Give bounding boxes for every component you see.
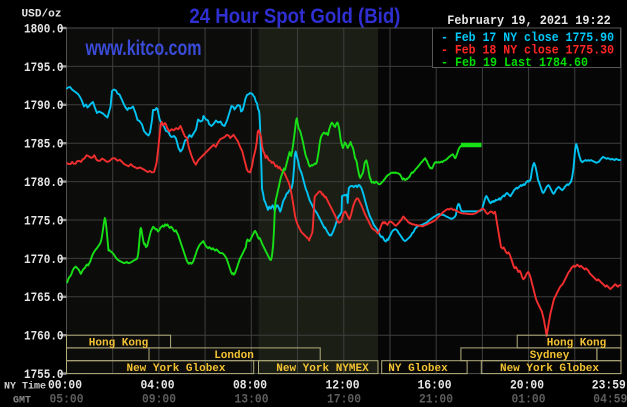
svg-text:1755.0: 1755.0 (24, 368, 64, 382)
svg-text:05:00: 05:00 (50, 392, 84, 406)
svg-text:20:00: 20:00 (510, 378, 544, 392)
svg-text:- Feb 19 Last 1784.60: - Feb 19 Last 1784.60 (441, 55, 588, 70)
svg-text:16:00: 16:00 (418, 378, 452, 392)
svg-text:12:00: 12:00 (326, 378, 360, 392)
svg-text:- Feb 18 NY close 1775.30: - Feb 18 NY close 1775.30 (441, 42, 614, 57)
svg-text:1760.0: 1760.0 (24, 330, 64, 344)
svg-text:17:00: 17:00 (327, 392, 361, 406)
svg-text:08:00: 08:00 (233, 378, 267, 392)
svg-text:London: London (214, 350, 254, 362)
svg-text:1800.0: 1800.0 (24, 22, 64, 36)
svg-text:21:00: 21:00 (419, 392, 453, 406)
svg-text:13:00: 13:00 (235, 392, 269, 406)
svg-text:USD/oz: USD/oz (22, 9, 62, 21)
svg-text:00:00: 00:00 (48, 378, 82, 392)
svg-text:Hong Kong: Hong Kong (547, 337, 606, 349)
svg-text:Sydney: Sydney (530, 350, 570, 362)
svg-text:Hong Kong: Hong Kong (89, 337, 148, 349)
svg-text:04:00: 04:00 (141, 378, 175, 392)
svg-text:1795.0: 1795.0 (24, 61, 64, 75)
svg-text:1780.0: 1780.0 (24, 176, 64, 190)
svg-text:23:59: 23:59 (592, 378, 626, 392)
svg-text:04:59: 04:59 (593, 392, 627, 406)
svg-text:24 Hour Spot Gold (Bid): 24 Hour Spot Gold (Bid) (189, 4, 400, 28)
svg-text:1775.0: 1775.0 (24, 214, 64, 228)
svg-text:1765.0: 1765.0 (24, 291, 64, 305)
svg-text:1785.0: 1785.0 (24, 138, 64, 152)
svg-text:NY Globex: NY Globex (388, 363, 448, 375)
svg-text:February 19, 2021 19:22: February 19, 2021 19:22 (447, 13, 611, 28)
svg-text:New York NYMEX: New York NYMEX (276, 363, 369, 375)
svg-text:1770.0: 1770.0 (24, 253, 64, 267)
svg-text:09:00: 09:00 (142, 392, 176, 406)
svg-text:www.kitco.com: www.kitco.com (85, 37, 202, 60)
svg-text:- Feb 17 NY close 1775.90: - Feb 17 NY close 1775.90 (441, 30, 614, 45)
svg-text:1790.0: 1790.0 (24, 99, 64, 113)
svg-text:GMT: GMT (13, 395, 31, 406)
svg-text:New York Globex: New York Globex (126, 363, 225, 375)
svg-text:NY Time: NY Time (4, 380, 46, 392)
svg-text:New York Globex: New York Globex (500, 363, 599, 375)
svg-text:01:00: 01:00 (512, 392, 546, 406)
